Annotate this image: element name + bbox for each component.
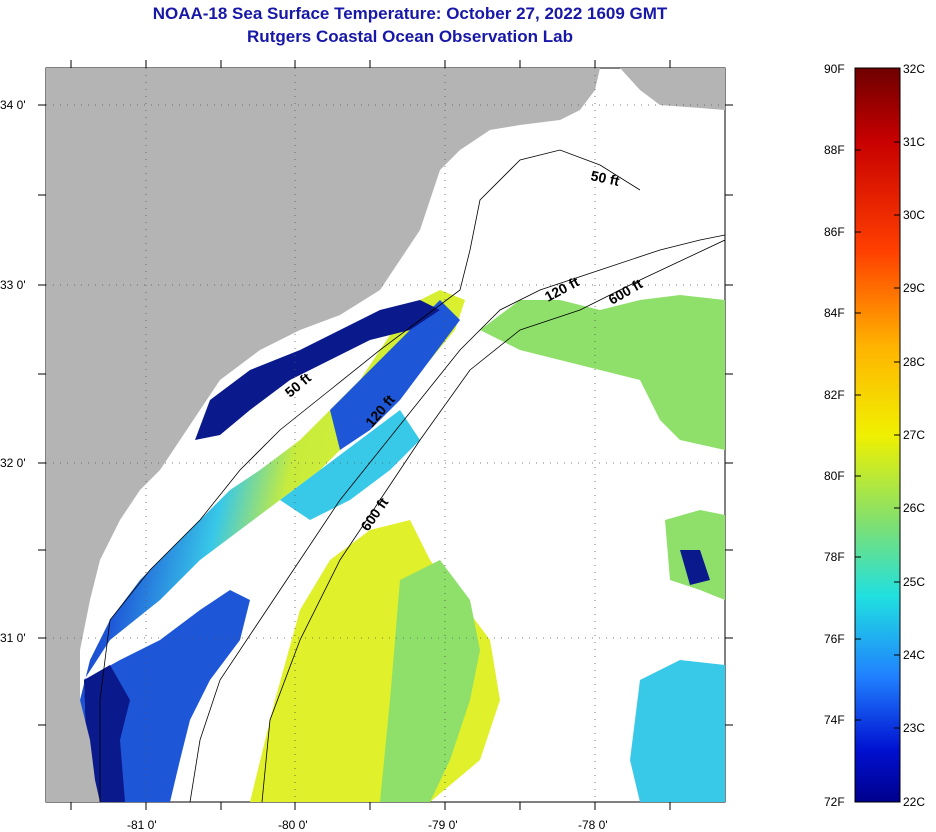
colorbar-f-label: 86F xyxy=(824,225,845,239)
colorbar-c-label: 22C xyxy=(903,795,925,809)
land-mass xyxy=(46,68,600,802)
sst-blue-east xyxy=(680,550,710,585)
sst-cyan-patch xyxy=(630,660,725,802)
colorbar-f-label: 78F xyxy=(824,550,845,564)
sst-cyan-band xyxy=(280,410,420,520)
colorbar-f-label: 84F xyxy=(824,306,845,320)
colorbar-c-label: 31C xyxy=(903,135,925,149)
colorbar-f-label: 82F xyxy=(824,388,845,402)
colorbar-c-label: 24C xyxy=(903,648,925,662)
contour-600ft xyxy=(261,239,725,802)
lat-label: 34 0' xyxy=(0,98,26,112)
lon-label: -81 0' xyxy=(127,818,157,832)
colorbar-c-label: 28C xyxy=(903,355,925,369)
lon-label: -80 0' xyxy=(278,818,308,832)
lon-label: -79 0' xyxy=(428,818,458,832)
contour-50ft xyxy=(99,149,641,802)
map-subtitle: Rutgers Coastal Ocean Observation Lab xyxy=(247,27,573,46)
colorbar-c-label: 25C xyxy=(903,575,925,589)
sst-dark-north xyxy=(195,300,440,440)
lat-label: 31 0' xyxy=(0,631,26,645)
contour-label-50ft: 50 ft xyxy=(589,167,621,189)
lat-label: 32 0' xyxy=(0,456,26,470)
colorbar-c-label: 29C xyxy=(903,281,925,295)
colorbar-c-label: 23C xyxy=(903,721,925,735)
colorbar-f-label: 88F xyxy=(824,143,845,157)
contour-120ft xyxy=(189,234,725,802)
sst-green-patch-1 xyxy=(480,295,725,450)
colorbar-c-label: 27C xyxy=(903,428,925,442)
colorbar xyxy=(854,67,901,803)
lon-label: -78 0' xyxy=(578,818,608,832)
colorbar-f-label: 90F xyxy=(824,62,845,76)
map-title: NOAA-18 Sea Surface Temperature: October… xyxy=(152,4,668,23)
colorbar-c-label: 32C xyxy=(903,62,925,76)
colorbar-f-label: 76F xyxy=(824,632,845,646)
colorbar-c-label: 30C xyxy=(903,208,925,222)
lat-label: 33 0' xyxy=(0,278,26,292)
colorbar-f-label: 80F xyxy=(824,469,845,483)
sst-blue-band xyxy=(330,300,460,450)
sst-green-patch-2 xyxy=(380,560,480,802)
sst-coastal-cool xyxy=(84,590,250,802)
colorbar-f-label: 74F xyxy=(824,713,845,727)
land-northeast xyxy=(620,68,725,110)
colorbar-f-label: 72F xyxy=(824,795,845,809)
sst-deep-blue xyxy=(84,665,130,802)
colorbar-c-label: 26C xyxy=(903,501,925,515)
